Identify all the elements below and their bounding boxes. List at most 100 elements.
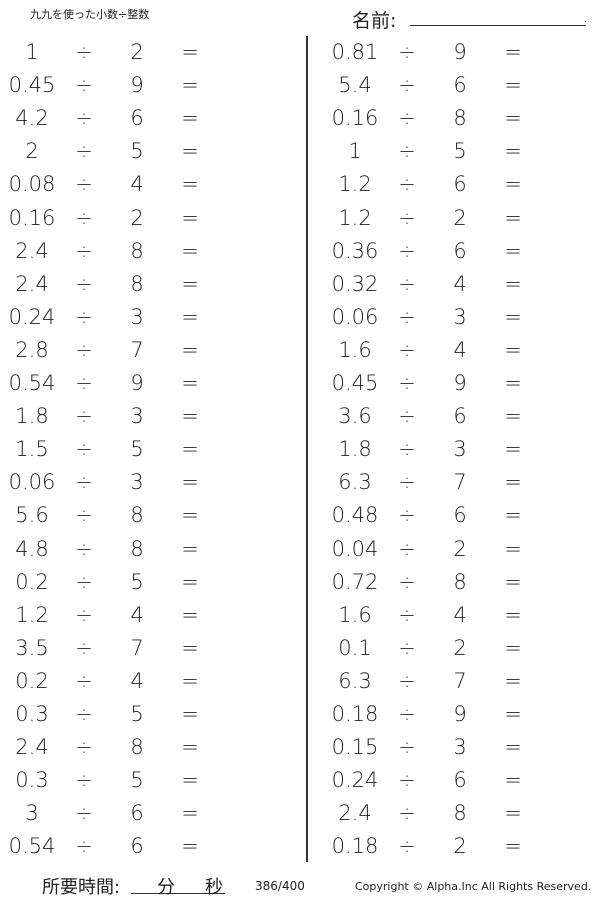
problem-equals-sign: = (504, 768, 522, 793)
problem-equals-sign: = (181, 40, 199, 64)
problem-equals-sign: = (181, 337, 199, 362)
problem-dividend: 3.6 (338, 404, 372, 429)
problem-equals-sign: = (504, 238, 522, 263)
problem-equals-sign: = (181, 271, 199, 296)
problem-dividend: 2 (25, 139, 39, 164)
problem-divide-sign: ÷ (75, 337, 93, 362)
problem-equals-sign: = (181, 238, 199, 263)
problem-divide-sign: ÷ (75, 801, 93, 826)
problem-equals-sign: = (504, 569, 522, 594)
problem-equals-sign: = (504, 337, 522, 362)
problem-dividend: 1.6 (338, 337, 372, 362)
problem-dividend: 0.16 (331, 106, 379, 131)
column-divider (306, 36, 308, 862)
problem-equals-sign: = (181, 437, 199, 462)
problem-divisor: 2 (453, 635, 467, 660)
problem-divide-sign: ÷ (398, 40, 416, 64)
problem-divisor: 6 (453, 172, 467, 197)
problem-divisor: 6 (453, 238, 467, 263)
problem-divisor: 5 (130, 768, 144, 793)
problem-divide-sign: ÷ (398, 702, 416, 726)
name-field-line (410, 25, 586, 26)
problem-dividend: 0.36 (331, 238, 379, 263)
problem-divide-sign: ÷ (75, 106, 93, 131)
problem-equals-sign: = (181, 73, 199, 98)
problem-divide-sign: ÷ (398, 337, 416, 362)
time-field-line (131, 893, 225, 894)
problem-divide-sign: ÷ (75, 735, 93, 760)
problem-dividend: 0.15 (331, 735, 379, 760)
problem-divisor: 3 (130, 470, 144, 495)
problem-equals-sign: = (181, 139, 199, 164)
problem-divisor: 9 (453, 40, 467, 64)
problem-divisor: 9 (130, 73, 144, 98)
problem-divisor: 8 (130, 271, 144, 296)
problem-divide-sign: ÷ (75, 668, 93, 693)
problem-equals-sign: = (504, 106, 522, 131)
problem-divisor: 7 (453, 470, 467, 495)
problem-dividend: 1.2 (15, 602, 49, 627)
problem-equals-sign: = (504, 834, 522, 859)
problem-divisor: 3 (453, 304, 467, 329)
problem-equals-sign: = (181, 205, 199, 230)
problem-divide-sign: ÷ (398, 635, 416, 660)
problem-divisor: 8 (130, 503, 144, 528)
problem-divisor: 9 (130, 371, 144, 395)
problem-divide-sign: ÷ (75, 371, 93, 395)
problem-dividend: 2.8 (15, 337, 49, 362)
problem-divide-sign: ÷ (75, 404, 93, 429)
problem-divisor: 2 (453, 834, 467, 859)
problem-dividend: 0.45 (8, 73, 56, 98)
problem-divide-sign: ÷ (75, 503, 93, 528)
problem-divisor: 4 (130, 172, 144, 197)
problem-equals-sign: = (181, 371, 199, 395)
problem-divisor: 4 (453, 602, 467, 627)
problem-dividend: 1.2 (338, 172, 372, 197)
problem-equals-sign: = (504, 73, 522, 98)
problem-divisor: 3 (453, 437, 467, 462)
problem-dividend: 0.32 (331, 271, 379, 296)
problem-divide-sign: ÷ (75, 569, 93, 594)
problem-equals-sign: = (504, 371, 522, 395)
problem-divide-sign: ÷ (398, 801, 416, 826)
problem-dividend: 0.16 (8, 205, 56, 230)
problem-dividend: 0.48 (331, 503, 379, 528)
problem-dividend: 2.4 (15, 735, 49, 760)
problem-dividend: 1.5 (15, 437, 49, 462)
problem-dividend: 0.06 (331, 304, 379, 329)
problem-equals-sign: = (181, 503, 199, 528)
problem-dividend: 1.2 (338, 205, 372, 230)
problem-divisor: 3 (453, 735, 467, 760)
problem-equals-sign: = (504, 437, 522, 462)
problem-dividend: 0.3 (15, 768, 49, 793)
problem-divide-sign: ÷ (398, 768, 416, 793)
problem-divide-sign: ÷ (398, 238, 416, 263)
problem-divisor: 6 (130, 106, 144, 131)
problem-dividend: 0.3 (15, 702, 49, 726)
problem-equals-sign: = (181, 735, 199, 760)
problem-divide-sign: ÷ (398, 139, 416, 164)
problem-divide-sign: ÷ (398, 172, 416, 197)
worksheet-title: 九九を使った小数÷整数 (30, 8, 150, 21)
problem-divide-sign: ÷ (398, 834, 416, 859)
problem-equals-sign: = (504, 735, 522, 760)
problem-dividend: 0.18 (331, 834, 379, 859)
problem-dividend: 6.3 (338, 470, 372, 495)
problem-dividend: 4.8 (15, 536, 49, 561)
problem-divisor: 4 (453, 271, 467, 296)
problem-divisor: 7 (453, 668, 467, 693)
problem-divisor: 8 (130, 536, 144, 561)
problem-divide-sign: ÷ (398, 602, 416, 627)
problem-equals-sign: = (504, 503, 522, 528)
problem-divide-sign: ÷ (75, 271, 93, 296)
problem-divide-sign: ÷ (75, 470, 93, 495)
problem-divide-sign: ÷ (75, 238, 93, 263)
problem-equals-sign: = (504, 668, 522, 693)
problem-divide-sign: ÷ (75, 205, 93, 230)
problem-dividend: 2.4 (15, 238, 49, 263)
problem-dividend: 4.2 (15, 106, 49, 131)
problem-divisor: 2 (453, 205, 467, 230)
problem-equals-sign: = (181, 569, 199, 594)
seconds-label: 秒 (205, 877, 223, 898)
problem-divisor: 5 (130, 569, 144, 594)
